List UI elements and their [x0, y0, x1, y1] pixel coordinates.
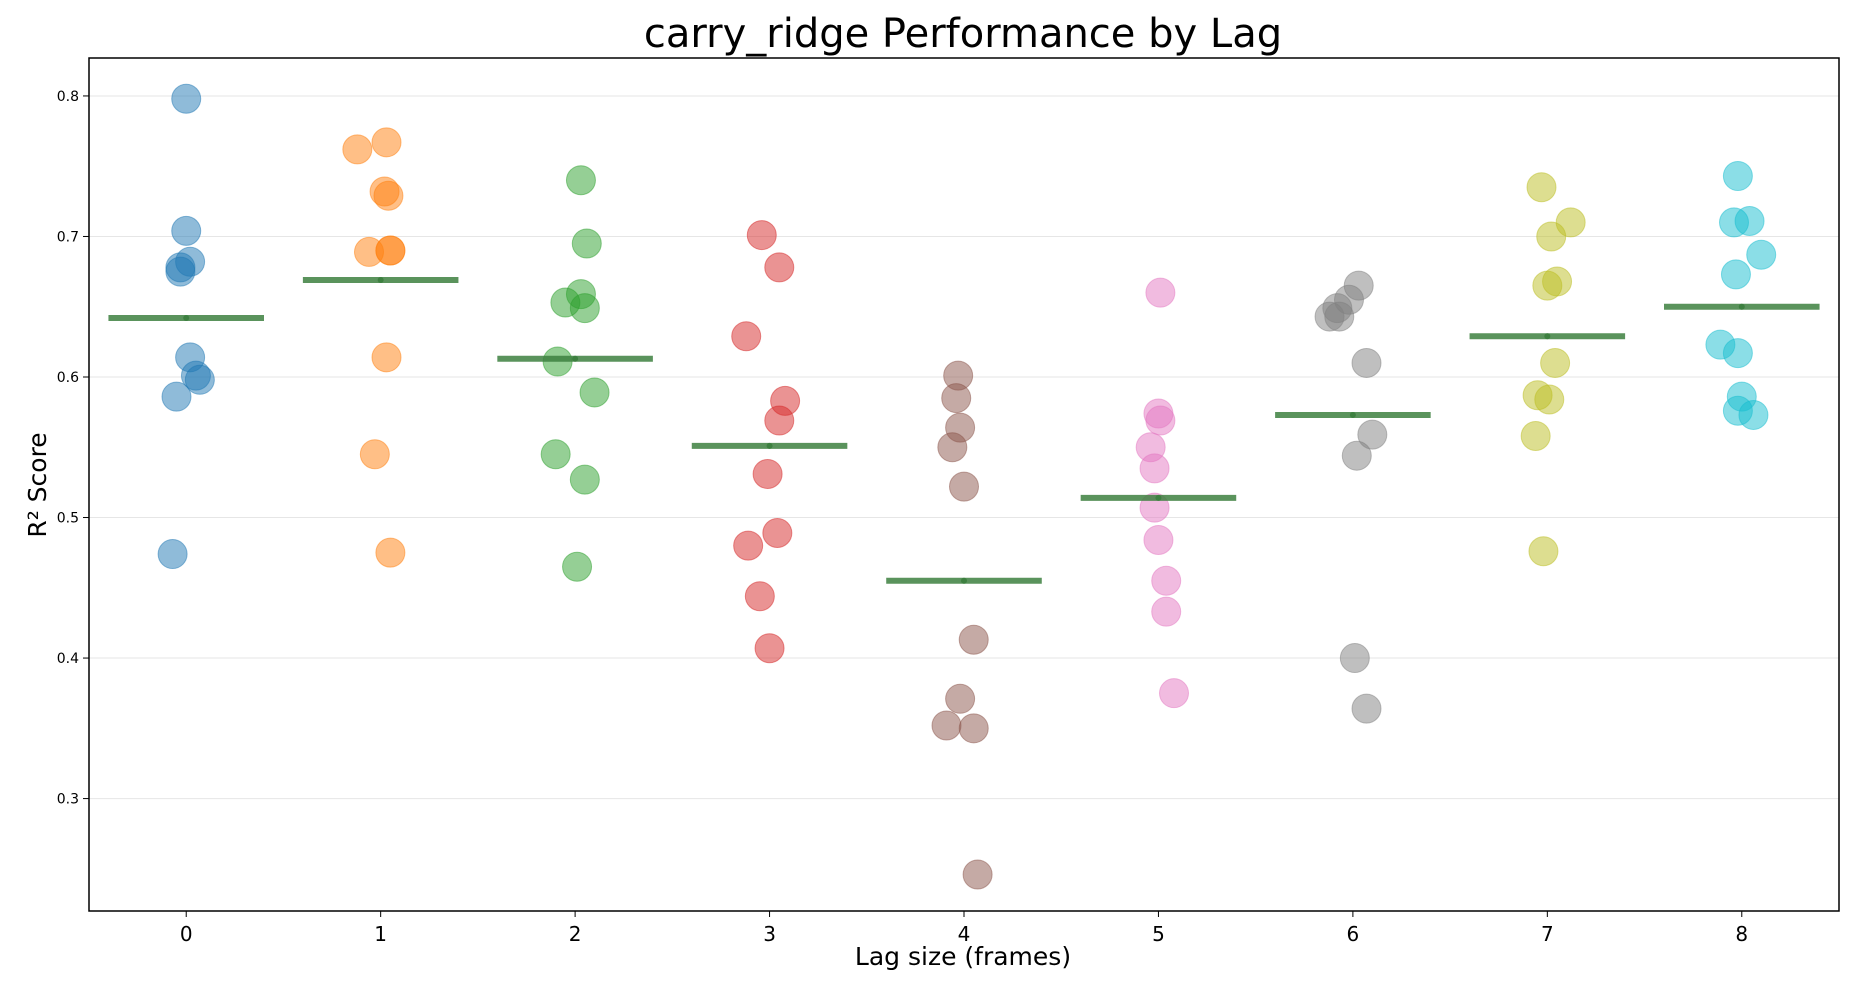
x-tick-label: 1 [374, 922, 387, 946]
x-tick-label: 8 [1735, 922, 1748, 946]
data-point [1145, 277, 1176, 308]
data-point [562, 551, 593, 582]
data-point [1351, 693, 1382, 724]
mean-marker [377, 277, 384, 284]
data-point [945, 683, 976, 714]
data-point [1540, 347, 1571, 378]
data-point [375, 235, 406, 266]
data-point [754, 633, 785, 664]
data-point [1536, 221, 1567, 252]
y-axis-label: R² Score [23, 432, 52, 537]
data-point [1532, 270, 1563, 301]
y-tick-label: 0.3 [57, 792, 79, 808]
y-tick-label: 0.5 [57, 511, 79, 527]
data-point [1738, 399, 1769, 430]
data-point [569, 464, 600, 495]
mean-marker [1349, 411, 1356, 418]
data-point [937, 432, 968, 463]
mean-marker [1738, 303, 1745, 310]
x-axis-ticks: 0 1 2 3 4 5 6 7 8 [180, 911, 1748, 946]
data-point [949, 471, 979, 502]
data-point [746, 220, 777, 251]
y-axis-ticks: 0.3 0.4 0.5 0.6 0.7 0.8 [57, 89, 89, 808]
data-point [165, 256, 196, 287]
data-point [1534, 384, 1565, 415]
data-point [359, 439, 390, 470]
data-point [1151, 596, 1182, 627]
data-point [1720, 259, 1751, 290]
data-point [931, 710, 962, 741]
data-point [1341, 440, 1372, 471]
x-tick-label: 0 [180, 922, 193, 946]
data-point [375, 537, 406, 568]
data-point [184, 364, 215, 395]
data-point [342, 134, 373, 165]
grid [89, 95, 1839, 800]
x-tick-label: 2 [569, 922, 582, 946]
x-tick-label: 4 [958, 922, 971, 946]
data-point [1526, 172, 1557, 203]
y-tick-label: 0.8 [57, 89, 79, 105]
mean-marker [572, 355, 579, 362]
data-point [157, 539, 188, 570]
data-point [744, 581, 775, 612]
data-point [1151, 565, 1182, 596]
data-point [1143, 525, 1174, 556]
data-point [161, 381, 192, 412]
data-point [1351, 347, 1382, 378]
data-point [371, 127, 402, 158]
data-point [569, 293, 600, 324]
data-point [1339, 643, 1370, 674]
data-point [371, 342, 402, 373]
y-tick-label: 0.4 [57, 651, 79, 667]
data-point [579, 377, 610, 408]
data-point [1145, 405, 1176, 436]
data-point [1746, 239, 1777, 270]
data-point [752, 458, 783, 489]
data-point [1324, 301, 1355, 332]
data-point [171, 83, 202, 114]
data-point [1722, 161, 1753, 192]
data-point [1734, 206, 1765, 237]
data-point [1520, 421, 1551, 452]
data-point [373, 180, 404, 211]
data-point [733, 530, 764, 561]
x-tick-label: 6 [1347, 922, 1360, 946]
data-point [571, 228, 602, 259]
data-point [1528, 536, 1559, 567]
mean-marker [961, 577, 967, 584]
data-point [731, 321, 762, 352]
x-axis-label: Lag size (frames) [855, 942, 1071, 971]
mean-marker [1544, 333, 1551, 340]
data-point [762, 517, 793, 548]
x-tick-label: 7 [1541, 922, 1554, 946]
x-tick-label: 5 [1152, 922, 1165, 946]
data-point [1159, 678, 1189, 709]
data-point [1722, 338, 1753, 369]
data-point [565, 165, 596, 196]
data-point [540, 439, 571, 470]
mean-marker [1155, 494, 1162, 501]
x-tick-label: 3 [763, 922, 776, 946]
mean-marker [183, 314, 190, 321]
data-point [1357, 419, 1388, 450]
mean-lines [108, 277, 1820, 584]
data-point [941, 383, 972, 414]
data-point [962, 859, 993, 890]
data-point [764, 252, 795, 283]
data-point [764, 405, 795, 436]
mean-marker [766, 442, 773, 449]
chart-title: carry_ridge Performance by Lag [644, 11, 1282, 57]
y-tick-label: 0.6 [57, 370, 79, 386]
data-point [958, 713, 989, 744]
data-point [958, 624, 989, 655]
y-tick-label: 0.7 [57, 229, 79, 245]
data-point [1139, 453, 1170, 484]
data-point [171, 215, 202, 246]
data-points [157, 83, 1777, 890]
